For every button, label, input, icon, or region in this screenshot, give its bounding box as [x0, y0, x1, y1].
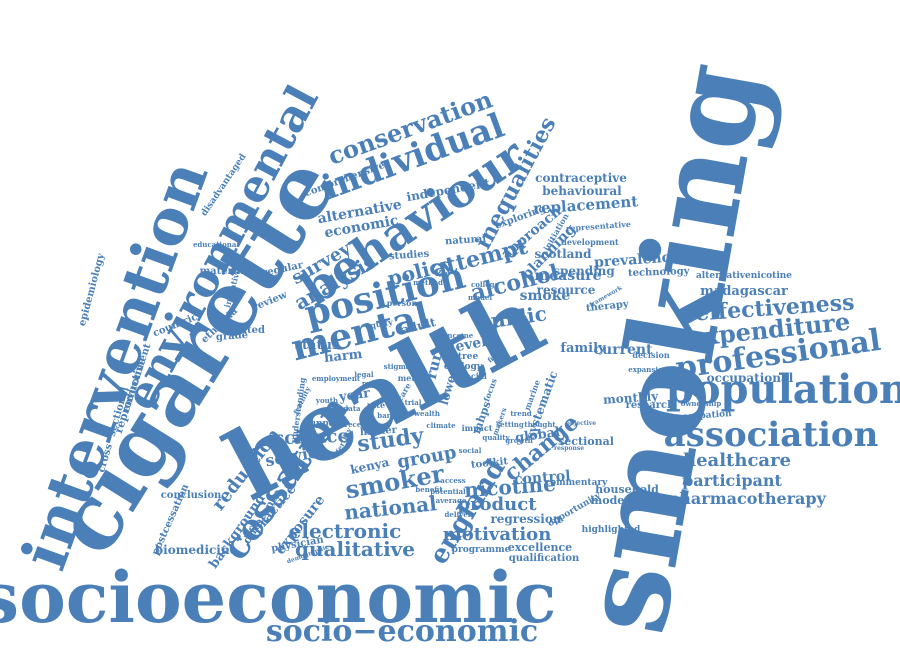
word-model: model [468, 294, 492, 301]
word-college: college [471, 281, 499, 288]
word-trend: trend [510, 410, 531, 417]
word-youth: youth [316, 397, 338, 404]
word-meta: meta [398, 374, 420, 382]
word-growth: growth [505, 437, 533, 444]
word-decision: decision [632, 351, 669, 359]
word-person: person [387, 299, 418, 307]
word-association: association [664, 418, 879, 452]
word-thought: thought [524, 421, 555, 428]
word-commentary: commentary [545, 479, 608, 488]
word-support: support [304, 420, 343, 429]
word-income: income [445, 332, 474, 339]
word-conclusion: conclusion [161, 491, 222, 501]
word-educational: educational [193, 241, 239, 248]
word-madagascar: madagascar [700, 285, 788, 298]
word-maternal: maternal [200, 267, 251, 277]
word-more: more [362, 380, 382, 387]
word-tree: tree [458, 353, 478, 362]
word-pharmacotherapy: pharmacotherapy [668, 491, 826, 507]
word-monthly: monthly [603, 390, 659, 406]
word-smoke: smoke [520, 289, 571, 303]
word-delivery: delivery [445, 511, 476, 518]
word-qualification: qualification [509, 554, 580, 564]
word-data: data [343, 405, 360, 412]
word-related: related [225, 326, 265, 336]
word-development: development [561, 238, 618, 246]
word-social: social [459, 447, 482, 454]
word-participant: participant [682, 473, 782, 489]
word-scotland: scotland [534, 248, 591, 260]
word-rate: rate [367, 401, 385, 409]
word-recent: recent [344, 421, 369, 428]
word-healthcare: healthcare [683, 452, 791, 470]
word-access: access [440, 477, 465, 484]
word-barrier: barrier [377, 412, 405, 419]
word-socio-economic: socio−economic [266, 617, 538, 647]
word-behavioural: behavioural [542, 185, 621, 197]
word-technology: technology [628, 267, 690, 279]
word-benefit: benefit [415, 486, 442, 493]
word-alternativenicotine: alternativenicotine [696, 272, 792, 281]
word-risk: risk [518, 327, 533, 334]
word-spending: spending [553, 265, 615, 277]
word-excellence: excellence [508, 542, 572, 553]
word-ownership: ownership [681, 400, 722, 407]
word-trial: trial [405, 399, 422, 406]
word-objective: objective [566, 421, 596, 427]
word-contraceptive: contraceptive [535, 172, 627, 184]
word-expansion: expansion [628, 366, 668, 373]
word-climate: climate [426, 422, 455, 429]
word-social: social [461, 372, 487, 380]
word-wealth: wealth [414, 410, 440, 417]
word-biomedicine: biomedicine [155, 544, 237, 556]
word-average: average [436, 497, 467, 504]
word-highlighted: highlighted [582, 526, 641, 535]
word-programme: programme [452, 546, 511, 555]
word-stigma: stigma [384, 363, 411, 370]
word-employment: employment [312, 375, 360, 382]
word-method: method [413, 279, 443, 286]
word-response: response [554, 446, 584, 452]
word-occupational: occupational [707, 372, 794, 384]
word-harm: harm [323, 348, 363, 365]
word-family: family [560, 342, 605, 355]
word-setting: setting [496, 421, 524, 428]
